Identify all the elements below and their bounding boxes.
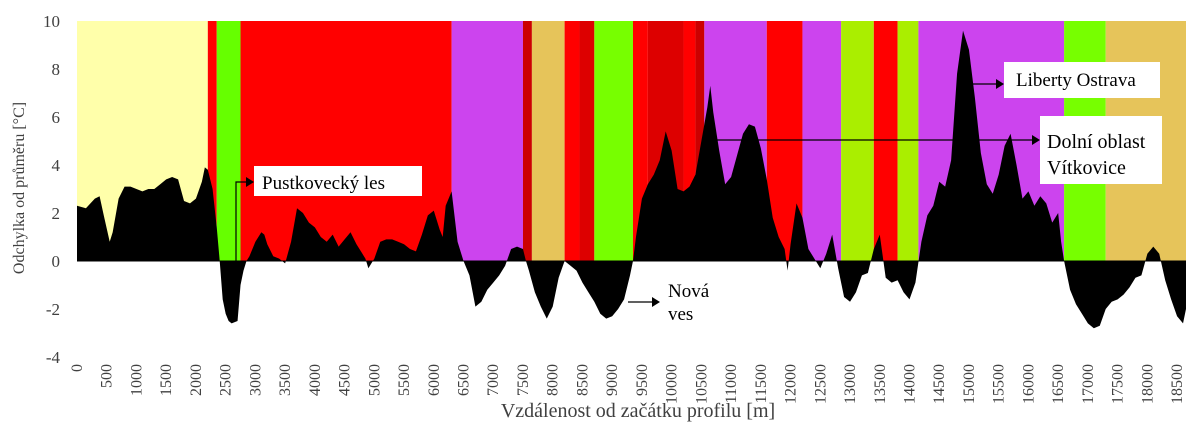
band-5 [522,21,532,261]
x-tick-label-34: 17000 [1080,364,1097,404]
label-nova-ves-line2: ves [668,304,693,325]
x-tick-label-11: 5500 [396,364,413,396]
arrowhead-dolni-oblast-vitkovice [1032,135,1040,145]
band-19 [897,21,919,261]
x-tick-label-37: 18500 [1169,364,1186,404]
x-tick-label-23: 11500 [753,364,770,403]
x-tick-label-31: 15500 [991,364,1008,404]
label-box-dolni-oblast-vitkovice [1040,116,1162,184]
x-tick-label-29: 14500 [931,364,948,404]
band-2 [216,21,241,261]
x-tick-label-17: 8500 [574,364,591,396]
band-1 [207,21,217,261]
y-tick-label-3: 2 [52,204,61,223]
label-pustkovecky-les: Pustkovecký les [262,173,385,194]
x-tick-label-28: 14000 [902,364,919,404]
band-9 [594,21,633,261]
band-13 [695,21,705,261]
label-nova-ves-line1: Nová [668,281,710,302]
x-tick-label-25: 12500 [812,364,829,404]
annotation-dolni-oblast-vitkovice: Dolní oblast Vítkovice [714,116,1162,184]
label-box-pustkovecky-les [254,166,422,196]
x-tick-label-1: 500 [99,364,116,388]
y-axis-label: Odchylka od průměru [°C] [11,102,28,274]
x-tick-label-26: 13000 [842,364,859,404]
arrowhead-nova-ves [652,297,660,307]
x-tick-label-12: 6000 [426,364,443,396]
x-tick-label-30: 15000 [961,364,978,404]
x-tick-label-9: 4500 [337,364,354,396]
arrowhead-liberty-ostrava [996,79,1004,89]
label-box-liberty-ostrava [1004,62,1160,98]
band-7 [564,21,580,261]
x-tick-label-8: 4000 [307,364,324,396]
label-dolni-oblast-line2: Vítkovice [1047,157,1126,179]
y-axis-ticks: -4 -2 0 2 4 6 8 10 [43,12,61,367]
y-tick-label-1: -2 [46,300,60,319]
label-dolni-oblast-line1: Dolní oblast [1047,131,1146,153]
x-tick-label-33: 16500 [1050,364,1067,404]
x-tick-label-18: 9000 [604,364,621,396]
band-16 [802,21,842,261]
x-tick-label-10: 5000 [366,364,383,396]
x-tick-label-35: 17500 [1110,364,1127,404]
x-axis-ticks: 0 500 1000 1500 2000 2500 3000 3500 4000 4500 5000… [69,364,1186,404]
x-tick-label-16: 8000 [545,364,562,396]
temperature-deviation-area [77,30,1186,329]
series-area [77,30,1186,329]
x-tick-label-7: 3500 [277,364,294,396]
band-3 [240,21,452,261]
y-tick-label-4: 4 [52,156,61,175]
x-tick-label-15: 7500 [515,364,532,396]
label-box-nova-ves [660,276,714,326]
band-18 [873,21,898,261]
x-axis-label: Vzdálenost od začátku profilu [m] [501,400,775,422]
x-tick-label-4: 2000 [188,364,205,396]
y-tick-label-0: -4 [46,348,61,367]
x-tick-label-36: 18000 [1139,364,1156,404]
band-17 [841,21,874,261]
band-12 [683,21,696,261]
arrowhead-pustkovecky-les [246,177,254,187]
x-tick-label-21: 10500 [693,364,710,404]
x-tick-label-0: 0 [69,364,86,372]
x-tick-label-32: 16000 [1020,364,1037,404]
x-tick-label-20: 10000 [664,364,681,404]
y-tick-label-2: 0 [52,252,61,271]
x-tick-label-6: 3000 [247,364,264,396]
band-8 [579,21,595,261]
annotation-liberty-ostrava: Liberty Ostrava [963,62,1160,98]
band-4 [451,21,523,261]
x-tick-label-3: 1500 [158,364,175,396]
x-tick-label-22: 11000 [723,364,740,403]
annotation-nova-ves: Nová ves [628,276,714,326]
x-tick-label-24: 12000 [783,364,800,404]
y-tick-label-5: 6 [52,108,61,127]
label-liberty-ostrava: Liberty Ostrava [1016,70,1136,91]
x-tick-label-19: 9500 [634,364,651,396]
x-tick-label-5: 2500 [218,364,235,396]
band-6 [531,21,565,261]
y-tick-label-6: 8 [52,60,61,79]
y-tick-label-7: 10 [43,12,60,31]
x-tick-label-2: 1000 [129,364,146,396]
x-tick-label-14: 7000 [485,364,502,396]
annotation-pustkovecky-les: Pustkovecký les [235,166,422,262]
x-tick-label-13: 6500 [456,364,473,396]
x-tick-label-27: 13500 [872,364,889,404]
